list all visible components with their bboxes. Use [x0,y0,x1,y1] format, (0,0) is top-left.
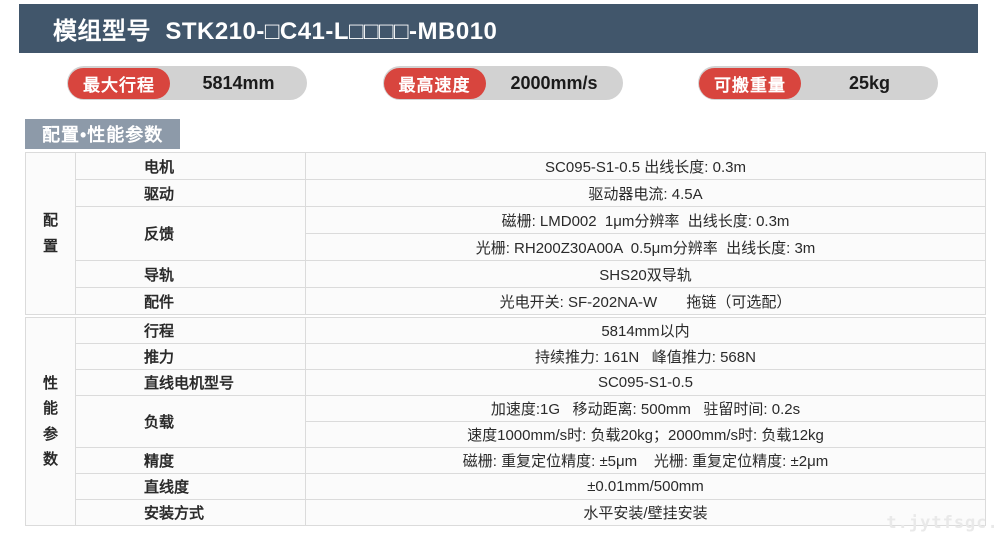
config-table: 配 置 电机 SC095-S1-0.5 出线长度: 0.3m 驱动 驱动器电流:… [25,152,986,315]
row-label-straightness: 直线度 [75,473,306,500]
row-value-straightness: ±0.01mm/500mm [305,473,986,500]
row-label-feedback: 反馈 [75,206,306,261]
table-row: 光栅: RH200Z30A00A 0.5μm分辨率 出线长度: 3m [26,233,986,261]
badge-max-speed-value: 2000mm/s [510,72,598,93]
table-row: 安装方式 水平安装/壁挂安装 [26,499,986,526]
table-row: 速度1000mm/s时: 负载20kg；2000mm/s时: 负载12kg [26,421,986,448]
row-value-mounting: 水平安装/壁挂安装 [305,499,986,526]
row-value-thrust: 持续推力: 161N 峰值推力: 568N [305,343,986,370]
section-divider [25,315,985,317]
row-label-mounting: 安装方式 [75,499,306,526]
table-row: 负载 加速度:1G 移动距离: 500mm 驻留时间: 0.2s [26,395,986,448]
table-row: 配 置 电机 SC095-S1-0.5 出线长度: 0.3m [25,152,986,315]
badge-payload: 可搬重量 25kg [698,66,938,100]
row-label-accessory: 配件 [75,287,306,315]
badge-max-stroke-tag: 最大行程 [68,67,170,99]
spec-badges: 最大行程 5814mm 最高速度 2000mm/s 可搬重量 25kg [67,66,938,100]
table-row: 直线电机型号 SC095-S1-0.5 [26,369,986,396]
table-row: 导轨 SHS20双导轨 [26,260,986,288]
badge-payload-tag: 可搬重量 [699,67,801,99]
row-value-drive: 驱动器电流: 4.5A [305,179,986,207]
section-header-config-performance: 配置•性能参数 [25,119,181,149]
row-value-rail: SHS20双导轨 [305,260,986,288]
table-row: 性 能 参 数 行程 5814mm以内 [25,317,986,526]
group-label-performance: 性 能 参 数 [25,317,76,526]
table-row: 配件 光电开关: SF-202NA-W 拖链（可选配） [26,287,986,315]
badge-max-speed: 最高速度 2000mm/s [382,66,623,100]
module-model-title: 模组型号 STK210-□C41-L□□□□-MB010 [53,18,498,45]
badge-payload-value: 25kg [848,72,891,93]
row-label-motor-model: 直线电机型号 [75,369,306,396]
module-title-bar: 模组型号 STK210-□C41-L□□□□-MB010 [19,4,978,53]
row-label-stroke: 行程 [75,317,306,344]
row-label-motor: 电机 [75,152,306,180]
badge-max-stroke: 最大行程 5814mm [67,66,307,100]
row-value-load-motion: 加速度:1G 移动距离: 500mm 驻留时间: 0.2s [305,395,986,422]
table-row: 推力 持续推力: 161N 峰值推力: 568N [26,343,986,370]
badge-max-speed-tag: 最高速度 [383,67,486,99]
table-row: 反馈 磁栅: LMD002 1μm分辨率 出线长度: 0.3m [26,206,986,261]
table-row: 驱动 驱动器电流: 4.5A [26,179,986,207]
row-label-load: 负载 [75,395,306,448]
row-label-accuracy: 精度 [75,447,306,474]
row-value-load-speed: 速度1000mm/s时: 负载20kg；2000mm/s时: 负载12kg [305,421,986,448]
row-value-feedback-optical: 光栅: RH200Z30A00A 0.5μm分辨率 出线长度: 3m [305,233,986,261]
row-label-rail: 导轨 [75,260,306,288]
row-value-motor: SC095-S1-0.5 出线长度: 0.3m [305,152,986,180]
group-label-config: 配 置 [25,152,76,315]
row-value-accuracy: 磁栅: 重复定位精度: ±5μm 光栅: 重复定位精度: ±2μm [305,447,986,474]
table-row: 直线度 ±0.01mm/500mm [26,473,986,500]
table-row: 精度 磁栅: 重复定位精度: ±5μm 光栅: 重复定位精度: ±2μm [26,447,986,474]
row-value-feedback-magnetic: 磁栅: LMD002 1μm分辨率 出线长度: 0.3m [305,206,986,234]
spec-table: 配 置 电机 SC095-S1-0.5 出线长度: 0.3m 驱动 驱动器电流:… [25,152,986,526]
badge-max-stroke-value: 5814mm [202,72,275,93]
row-value-accessory: 光电开关: SF-202NA-W 拖链（可选配） [305,287,986,315]
row-value-motor-model: SC095-S1-0.5 [305,369,986,396]
row-value-stroke: 5814mm以内 [305,317,986,344]
row-label-thrust: 推力 [75,343,306,370]
performance-table: 性 能 参 数 行程 5814mm以内 推力 持续推力: 161N 峰值推力: … [25,317,986,526]
row-label-drive: 驱动 [75,179,306,207]
